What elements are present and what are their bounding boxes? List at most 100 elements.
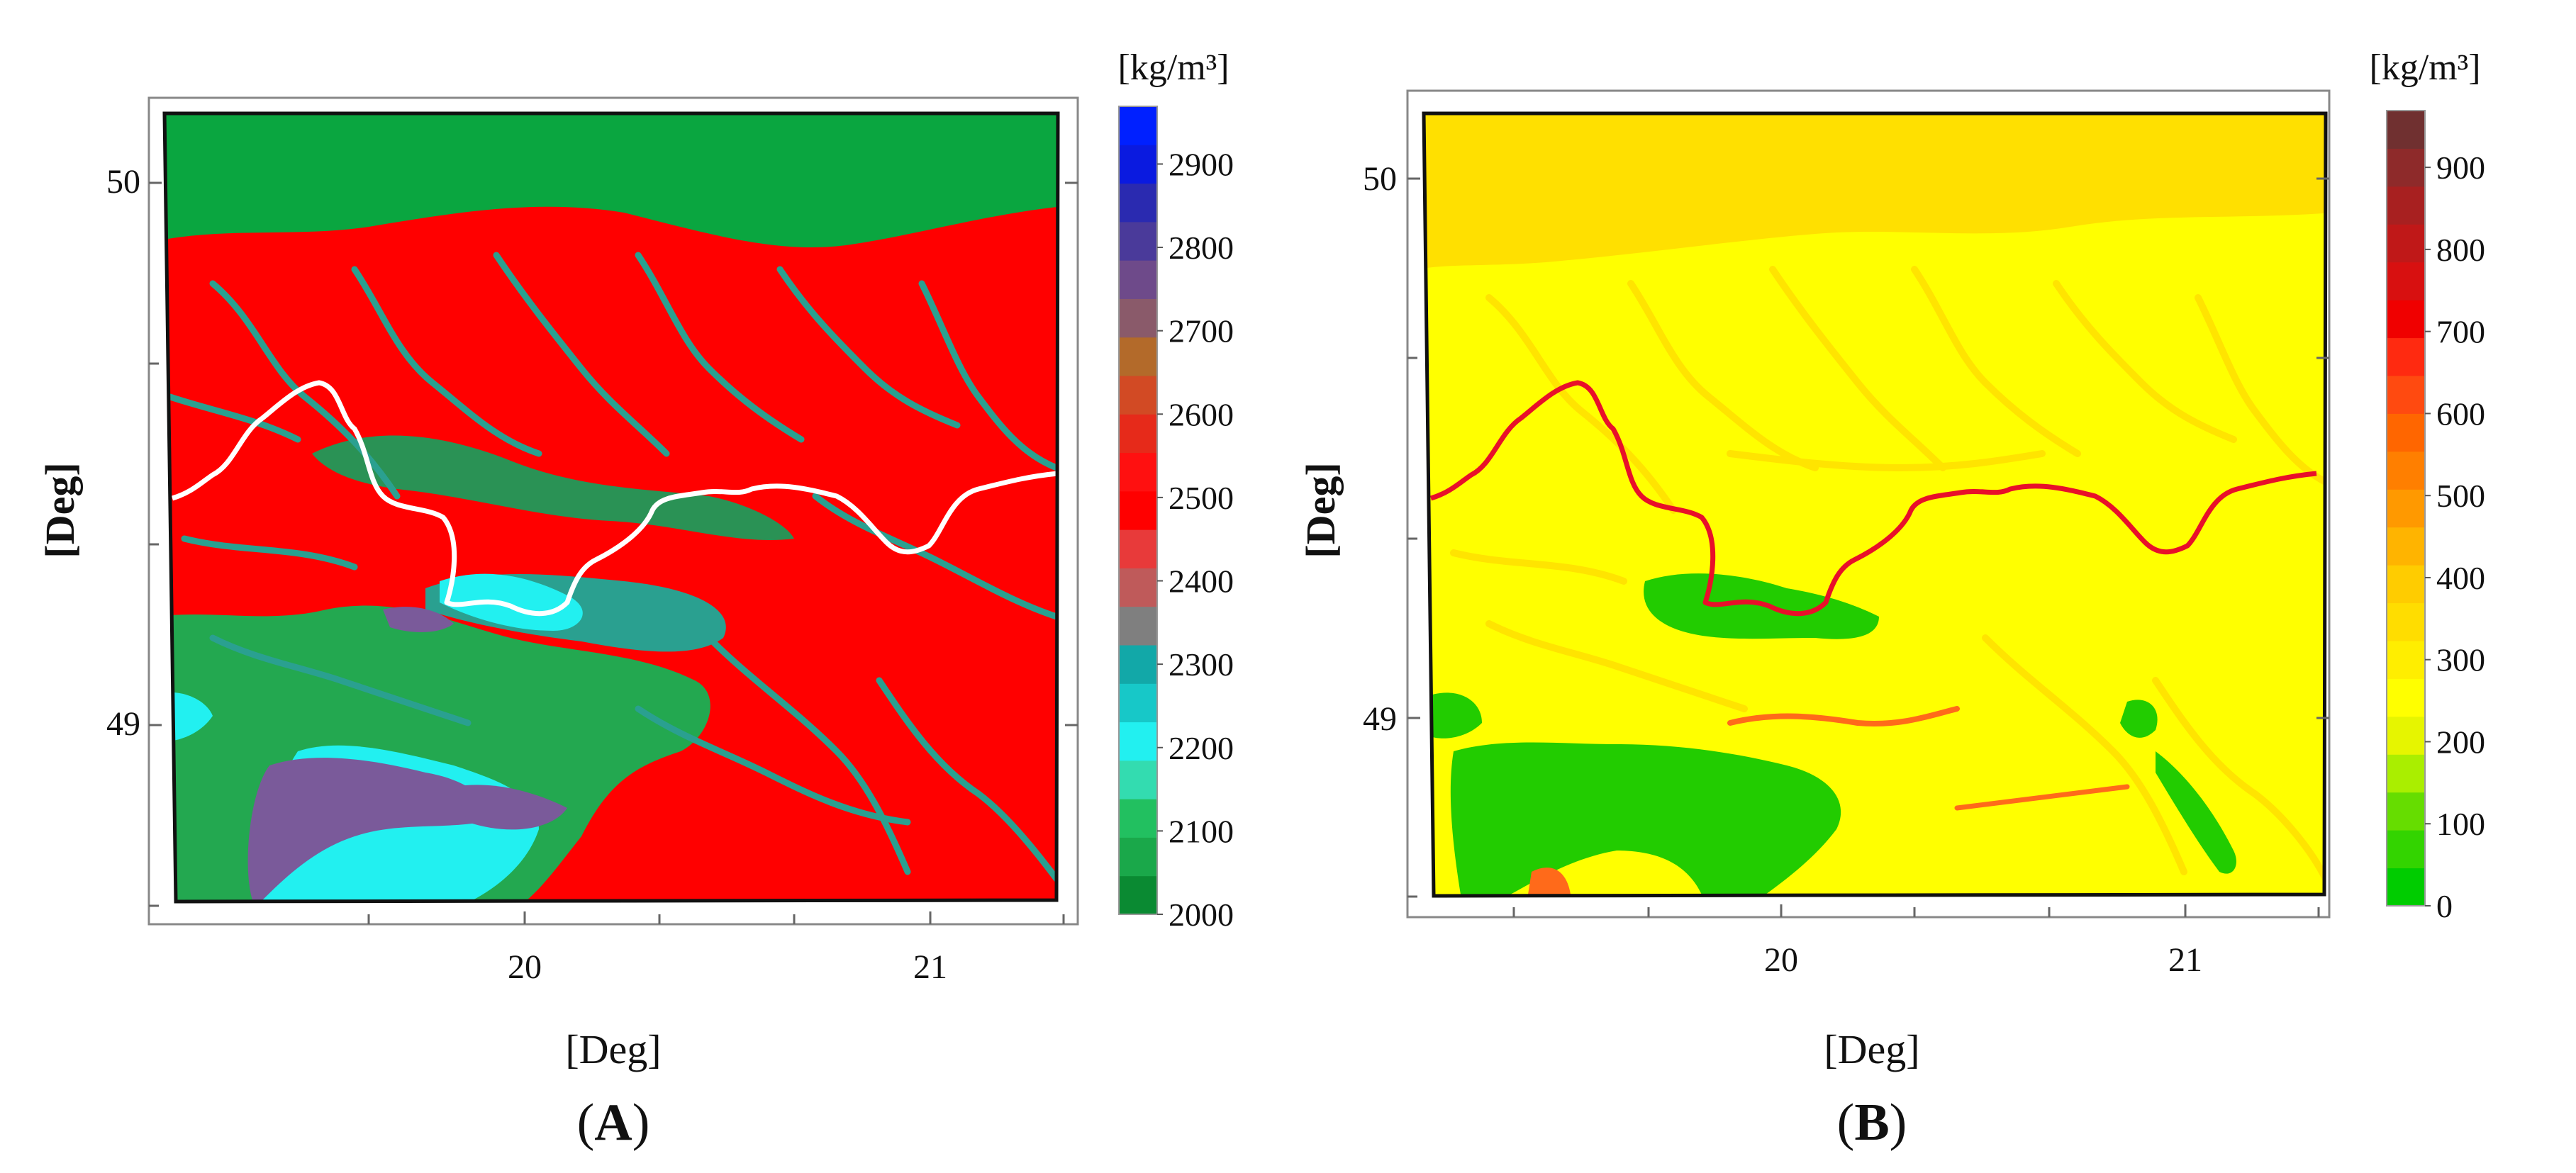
panel-b-orange-patch [1528, 868, 1571, 894]
panel-b-map [1424, 113, 2326, 896]
panel-b-map-outline [1422, 111, 2328, 898]
panel-a-colorbar-segment [1119, 183, 1157, 223]
panel-b-colorbar-segment [2387, 186, 2425, 225]
panel-b-colorbar-segment [2387, 527, 2425, 566]
panel-a-colorbar-segment [1119, 490, 1157, 530]
panel-a: 50 49 20 21 [Deg] [Deg] 2900 2800 2700 2600… [37, 47, 1234, 1152]
panel-b-xlabel: [Deg] [1824, 1026, 1919, 1072]
panel-b: 50 49 20 21 [Deg] [Deg] 900 800 700 600 500 4… [1298, 47, 2485, 1152]
panel-a-axes-frame [147, 96, 1079, 926]
panel-a-colorbar-segment [1119, 683, 1157, 723]
panel-b-ytick-50: 50 [1363, 160, 1397, 198]
panel-a-colorbar-segment [1119, 452, 1157, 492]
panel-b-colorbar-label: 600 [2436, 395, 2485, 432]
panel-b-ytick-49: 49 [1363, 700, 1397, 738]
panel-a-colorbar-segment [1119, 529, 1157, 568]
panel-b-colorbar-unit: [kg/m³] [2369, 47, 2480, 88]
panel-b-colorbar-segment [2387, 451, 2425, 490]
panel-a-colorbar-label: 2500 [1169, 480, 1234, 516]
panel-b-colorbar-label: 200 [2436, 724, 2485, 760]
panel-a-colorbar-label: 2800 [1169, 230, 1234, 266]
panel-a-ytick-49: 49 [106, 705, 140, 743]
panel-a-colorbar-label: 2100 [1169, 813, 1234, 849]
panel-b-orange-streak-north [1727, 706, 1960, 726]
panel-b-label-open: ( [1837, 1094, 1855, 1152]
panel-a-colorbar-unit: [kg/m³] [1117, 47, 1229, 88]
panel-a-map-outline [162, 111, 1060, 904]
panel-a-colorbar-segment [1119, 606, 1157, 646]
panel-b-colorbar-segment [2387, 111, 2425, 149]
panel-a-xlabel: [Deg] [565, 1026, 661, 1072]
panel-a-colorbar-segment [1119, 722, 1157, 761]
panel-b-xtick-21: 21 [2168, 941, 2202, 979]
panel-a-border-line [171, 380, 1058, 617]
panel-a-colorbar-segment [1119, 260, 1157, 299]
panel-b-colorbar-label: 500 [2436, 478, 2485, 514]
panel-b-colorbar-label: 300 [2436, 642, 2485, 678]
panel-b-label-letter: B [1854, 1094, 1889, 1152]
panel-a-colorbar-segment [1119, 837, 1157, 877]
panel-a-central-band [312, 435, 794, 541]
panel-a-colorbar-segment [1119, 376, 1157, 415]
panel-b-colorbar-segment [2387, 337, 2425, 376]
panel-b-colorbar-segment [2387, 716, 2425, 755]
panel-b-green-south [1450, 742, 1841, 894]
panel-a-colorbar-label: 2400 [1169, 563, 1234, 600]
panel-a-colorbar-segment [1119, 106, 1157, 145]
panel-a-ytick-50: 50 [106, 163, 140, 201]
panel-b-ticks [1407, 177, 2329, 917]
panel-a-north-band [165, 113, 1058, 247]
panel-a-label-close: ) [632, 1094, 650, 1152]
panel-b-label-close: ) [1890, 1094, 1907, 1152]
panel-a-colorbar-label: 2300 [1169, 646, 1234, 683]
panel-a-colorbar-segment [1119, 414, 1157, 454]
panel-a-colorbar-outline [1118, 106, 1158, 915]
panel-b-colorbar-segment [2387, 830, 2425, 869]
panel-b-green-central [1644, 573, 1879, 639]
panel-a-xtick-21: 21 [913, 948, 947, 986]
panel-a-ticks [149, 181, 1078, 924]
panel-a-purple-central [383, 607, 454, 632]
panel-a-colorbar [1119, 106, 1157, 915]
panel-b-colorbar-label: 400 [2436, 560, 2485, 596]
panel-a-xtick-20: 20 [508, 948, 542, 986]
panel-b-colorbar-segment [2387, 602, 2425, 641]
panel-a-colorbar-segment [1119, 568, 1157, 607]
panel-b-green-west [1432, 692, 1482, 739]
panel-b-colorbar-segment [2387, 678, 2425, 717]
panel-b-green-streak [2156, 751, 2236, 874]
panel-b-axes-frame [1406, 89, 2331, 919]
panel-b-label: (B) [1837, 1094, 1907, 1152]
panel-a-colorbar-segment [1119, 298, 1157, 338]
panel-b-colorbar-segment [2387, 148, 2425, 187]
panel-b-orange-streak-south [1954, 784, 2130, 811]
panel-a-label-open: ( [577, 1094, 595, 1152]
panel-a-colorbar-segment [1119, 760, 1157, 799]
panel-a-colorbar-segment [1119, 799, 1157, 838]
panel-a-ylabel: [Deg] [37, 462, 83, 558]
panel-a-colorbar-segment [1119, 145, 1157, 184]
panel-b-colorbar [2387, 111, 2425, 907]
panel-a-river-network [167, 252, 1058, 882]
panel-a-colorbar-segment [1119, 221, 1157, 261]
panel-b-colorbar-label: 700 [2436, 314, 2485, 350]
panel-b-colorbar-label: 100 [2436, 806, 2485, 842]
panel-b-colorbar-segment [2387, 792, 2425, 831]
panel-b-colorbar-label: 800 [2436, 232, 2485, 268]
panel-b-colorbar-segment [2387, 376, 2425, 414]
panel-a-colorbar-segment [1119, 337, 1157, 376]
panel-b-colorbar-label: 900 [2436, 150, 2485, 186]
panel-b-colorbar-segment [2387, 565, 2425, 604]
panel-a-colorbar-label: 2000 [1169, 897, 1234, 933]
panel-b-green-east [2120, 700, 2158, 738]
panel-b-north-band [1424, 113, 2326, 269]
panel-a-colorbar-segment [1119, 645, 1157, 684]
panel-a-colorbar-segment [1119, 875, 1157, 915]
panel-a-colorbar-label: 2200 [1169, 730, 1234, 766]
panel-a-map [165, 113, 1058, 902]
panel-a-colorbar-label: 2900 [1169, 146, 1234, 182]
panel-b-colorbar-segment [2387, 754, 2425, 793]
panel-a-colorbar-label: 2700 [1169, 313, 1234, 349]
panel-b-colorbar-label: 0 [2436, 888, 2453, 924]
